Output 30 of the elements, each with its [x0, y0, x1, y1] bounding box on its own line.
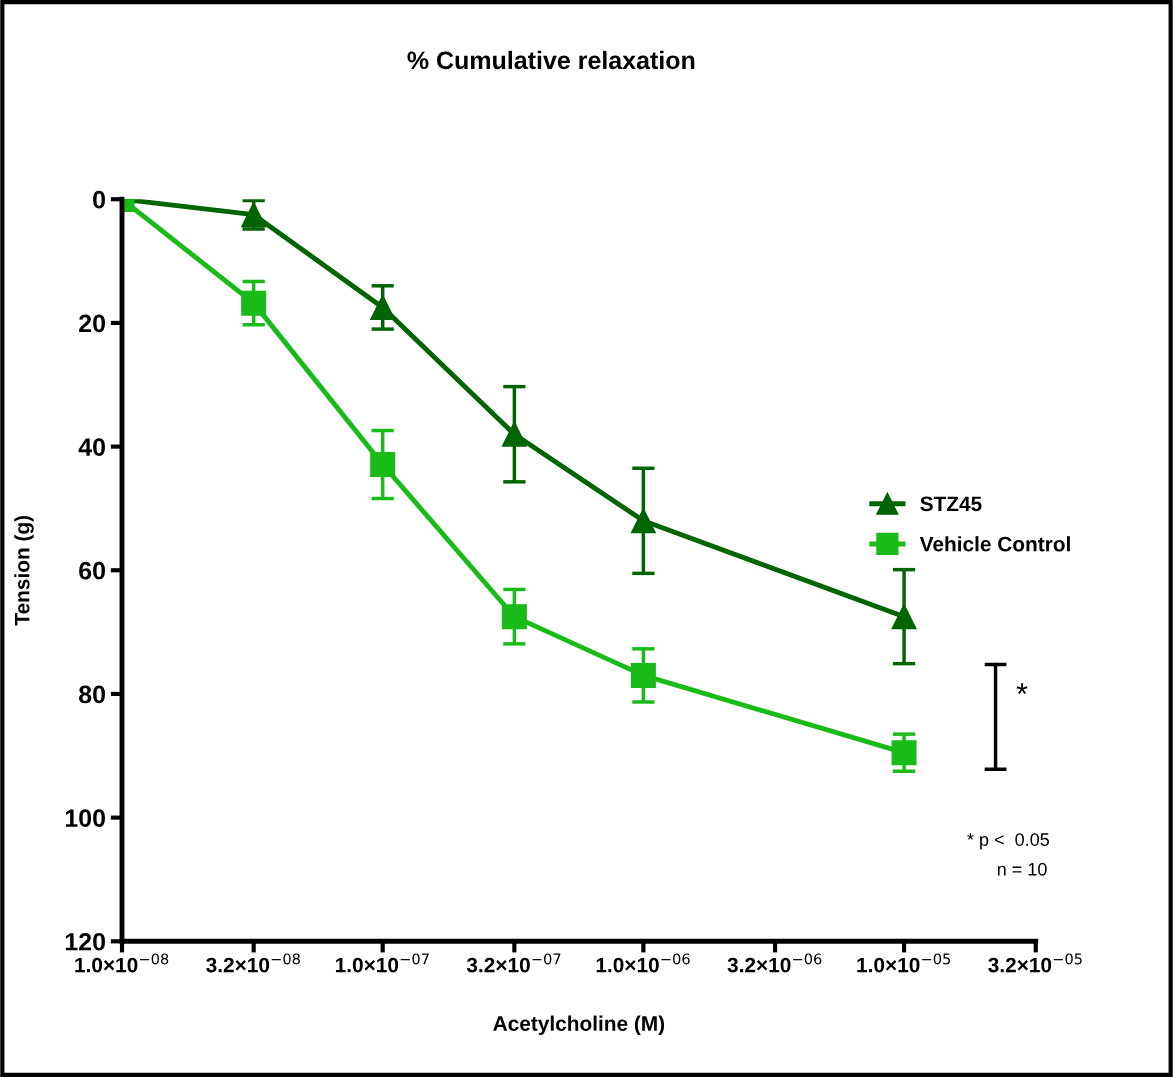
annotation: n = 10: [997, 862, 1047, 876]
y-tick-label: 20: [79, 314, 105, 333]
legend-label: STZ45: [920, 496, 982, 512]
y-axis-title: Tension (g): [14, 515, 34, 626]
point: [501, 421, 527, 447]
y-tick-label: 40: [78, 438, 105, 456]
y-tick-label: 60: [79, 561, 105, 580]
y-tick-label: 0: [93, 190, 105, 209]
x-tick-label: 1.0×10$^{−05}$: [857, 953, 951, 973]
x-tick-label: 1.0×10$^{−07}$: [335, 953, 429, 973]
y-tick-label: 120: [65, 932, 105, 951]
point: [370, 452, 396, 478]
x-tick-label: 1.0×10$^{−08}$: [75, 953, 169, 973]
annotation: *: [1016, 683, 1028, 695]
point: [630, 508, 656, 534]
x-axis-title: Acetylcholine (M): [493, 1015, 665, 1035]
x-tick-label: 1.0×10$^{−06}$: [596, 953, 690, 973]
point: [630, 662, 656, 688]
y-tick-label: 100: [65, 809, 105, 827]
chart-title: % Cumulative relaxation: [407, 50, 695, 70]
annotation: * p < 0.05: [967, 833, 1049, 850]
x-tick-label: 3.2×10$^{−07}$: [466, 953, 561, 973]
point: [370, 294, 396, 320]
point: [501, 604, 527, 630]
x-tick-label: 3.2×10$^{−05}$: [988, 953, 1082, 973]
x-tick-label: 3.2×10$^{−08}$: [206, 953, 300, 973]
y-tick-label: 80: [79, 685, 105, 704]
x-tick-label: 3.2×10$^{−06}$: [727, 953, 822, 973]
point: [241, 290, 267, 316]
legend-label: Vehicle Control: [919, 536, 1070, 552]
